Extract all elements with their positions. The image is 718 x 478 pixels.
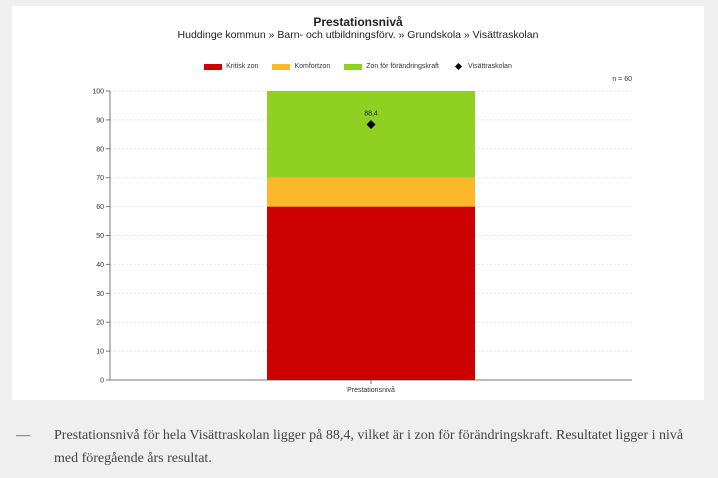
legend-item-komfort[interactable]: Komfortzon [272, 63, 330, 70]
legend-item-school[interactable]: Visättraskolan [453, 62, 512, 71]
y-tick-label: 40 [96, 262, 104, 269]
stacked-bar-chart: 0 10 20 30 40 50 60 70 80 90 100 Prestationsnivå 88,… [92, 89, 632, 394]
y-tick-label: 90 [96, 117, 104, 124]
sample-size-label: n = 60 [612, 76, 632, 83]
y-tick-label: 80 [96, 146, 104, 153]
legend-label: Visättraskolan [468, 63, 512, 70]
legend-label: Komfortzon [294, 63, 331, 70]
legend-label: Kritisk zon [226, 63, 259, 70]
bar-segment-2 [267, 177, 475, 207]
caption-text: Prestationsnivå för hela Visättraskolan … [54, 428, 684, 466]
y-tick-label: 20 [96, 320, 104, 327]
bar-segment-3 [267, 91, 475, 178]
chart-legend: Kritisk zon Komfortzon Zon för förändrin… [12, 62, 704, 71]
y-tick-label: 0 [100, 378, 104, 385]
x-tick-label: Prestationsnivå [347, 386, 395, 394]
chart-card: Prestationsnivå Huddinge kommun » Barn- … [12, 6, 704, 400]
y-tick-label: 10 [96, 349, 104, 356]
y-tick-label: 70 [96, 175, 104, 182]
y-tick-label: 100 [92, 89, 104, 96]
caption-dash: — [16, 428, 30, 443]
y-tick-label: 30 [96, 291, 104, 298]
chart-subtitle: Huddinge kommun » Barn- och utbildningsf… [177, 29, 539, 41]
marker-data-label: 88,4 [364, 111, 378, 118]
legend-label: Zon för förändringskraft [366, 63, 439, 70]
y-tick-label: 50 [96, 233, 104, 240]
y-tick-label: 60 [96, 204, 104, 211]
chart-title: Prestationsnivå [313, 15, 403, 29]
legend-swatch-kritisk [204, 63, 223, 70]
legend-swatch-forandring [344, 63, 363, 70]
bar-segment-1 [267, 206, 475, 380]
legend-swatch-komfort [272, 63, 291, 70]
legend-item-forandring[interactable]: Zon för förändringskraft [344, 63, 439, 70]
legend-item-kritisk[interactable]: Kritisk zon [204, 63, 258, 70]
marker-diamond-icon [366, 120, 376, 130]
